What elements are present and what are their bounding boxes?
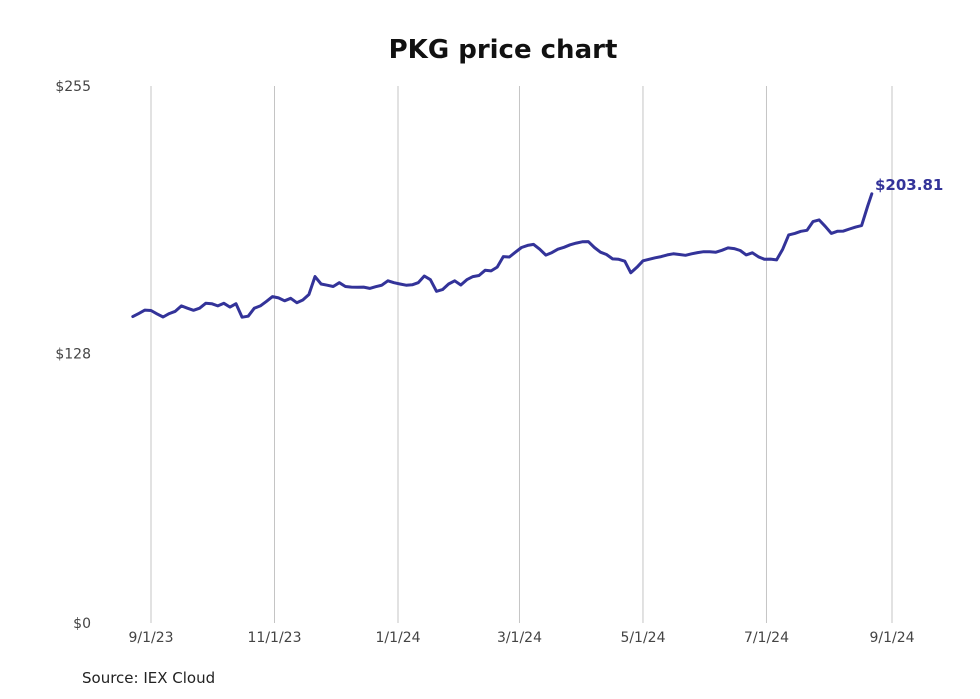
y-tick-label: $0: [73, 616, 91, 632]
x-tick-label: 7/1/24: [744, 630, 789, 646]
price-series: [131, 192, 874, 319]
price-line-0: [131, 192, 874, 319]
x-tick-label: 1/1/24: [375, 630, 420, 646]
y-tick-label: $128: [55, 346, 91, 362]
last-price-label: $203.81: [875, 176, 943, 194]
y-axis-ticks: $255 $128 $0: [55, 79, 91, 632]
x-tick-label: 11/1/23: [248, 630, 302, 646]
x-tick-label: 9/1/23: [128, 630, 173, 646]
y-tick-label: $255: [55, 79, 91, 95]
x-tick-label: 9/1/24: [869, 630, 914, 646]
x-axis-ticks: 9/1/23 11/1/23 1/1/24 3/1/24 5/1/24 7/1/24 9/1…: [128, 630, 914, 646]
x-tick-label: 3/1/24: [497, 630, 542, 646]
x-tick-label: 5/1/24: [620, 630, 665, 646]
chart-title: PKG price chart: [389, 35, 618, 65]
source-note: Source: IEX Cloud: [82, 669, 215, 687]
vertical-gridlines: [150, 86, 893, 623]
